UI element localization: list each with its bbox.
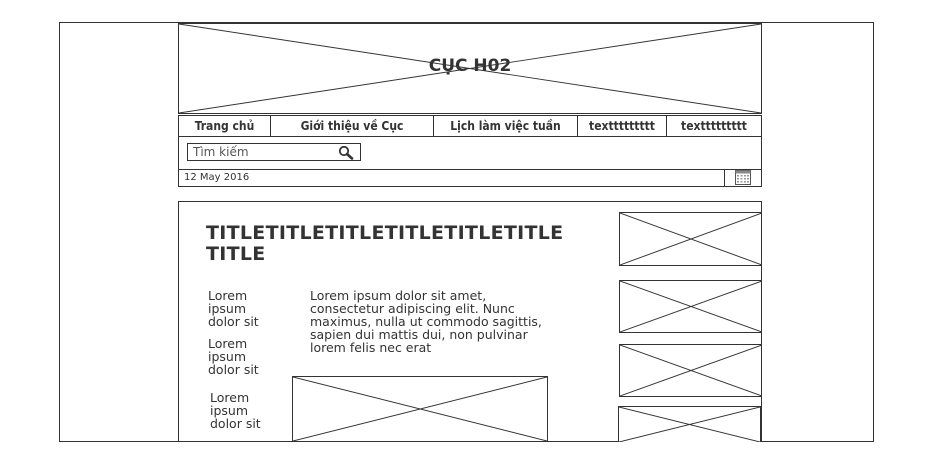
date-bar: 12 May 2016 <box>178 169 762 187</box>
thumbnail-3[interactable] <box>619 344 761 397</box>
search-icon[interactable] <box>338 145 354 160</box>
article-paragraph: Lorem ipsum dolor sit amet, consectetur … <box>310 288 542 355</box>
current-date: 12 May 2016 <box>184 172 250 183</box>
calendar-button[interactable] <box>724 169 761 187</box>
search-input[interactable] <box>188 144 333 160</box>
nav-item-about[interactable]: Giới thiệu về Cục <box>271 116 434 136</box>
thumbnail-placeholder-cross <box>619 407 760 442</box>
main-content: TITLETITLETITLETITLETITLETITLETITLE Lore… <box>178 201 762 442</box>
header-banner: CỤC H02 <box>178 23 762 114</box>
thumbnail-2[interactable] <box>619 280 761 333</box>
article-image-placeholder <box>292 376 548 442</box>
side-text-1: Lorem ipsum dolor sit <box>208 288 259 329</box>
thumbnail-4[interactable] <box>618 406 761 442</box>
search-row <box>178 137 762 169</box>
search-box <box>187 143 361 161</box>
article-title[interactable]: TITLETITLETITLETITLETITLETITLETITLE <box>206 222 564 265</box>
main-navigation: Trang chủ Giới thiệu về Cục Lịch làm việ… <box>178 115 762 137</box>
side-text-2: Lorem ipsum dolor sit <box>208 336 259 377</box>
site-title: CỤC H02 <box>428 56 512 76</box>
thumbnail-1[interactable] <box>619 212 761 266</box>
image-placeholder-cross <box>293 377 547 441</box>
nav-item-text-2[interactable]: texttttttttt <box>681 119 747 133</box>
nav-item-weekly-schedule[interactable]: Lịch làm việc tuần <box>434 116 578 136</box>
thumbnail-placeholder-cross <box>620 345 761 396</box>
banner-placeholder-cross <box>179 24 761 113</box>
nav-item-text-1[interactable]: texttttttttt <box>578 116 667 136</box>
calendar-icon <box>735 170 751 185</box>
side-text-3: Lorem ipsum dolor sit <box>210 390 261 431</box>
thumbnail-placeholder-cross <box>620 281 761 332</box>
nav-item-home[interactable]: Trang chủ <box>179 116 271 136</box>
thumbnail-placeholder-cross <box>620 213 761 265</box>
